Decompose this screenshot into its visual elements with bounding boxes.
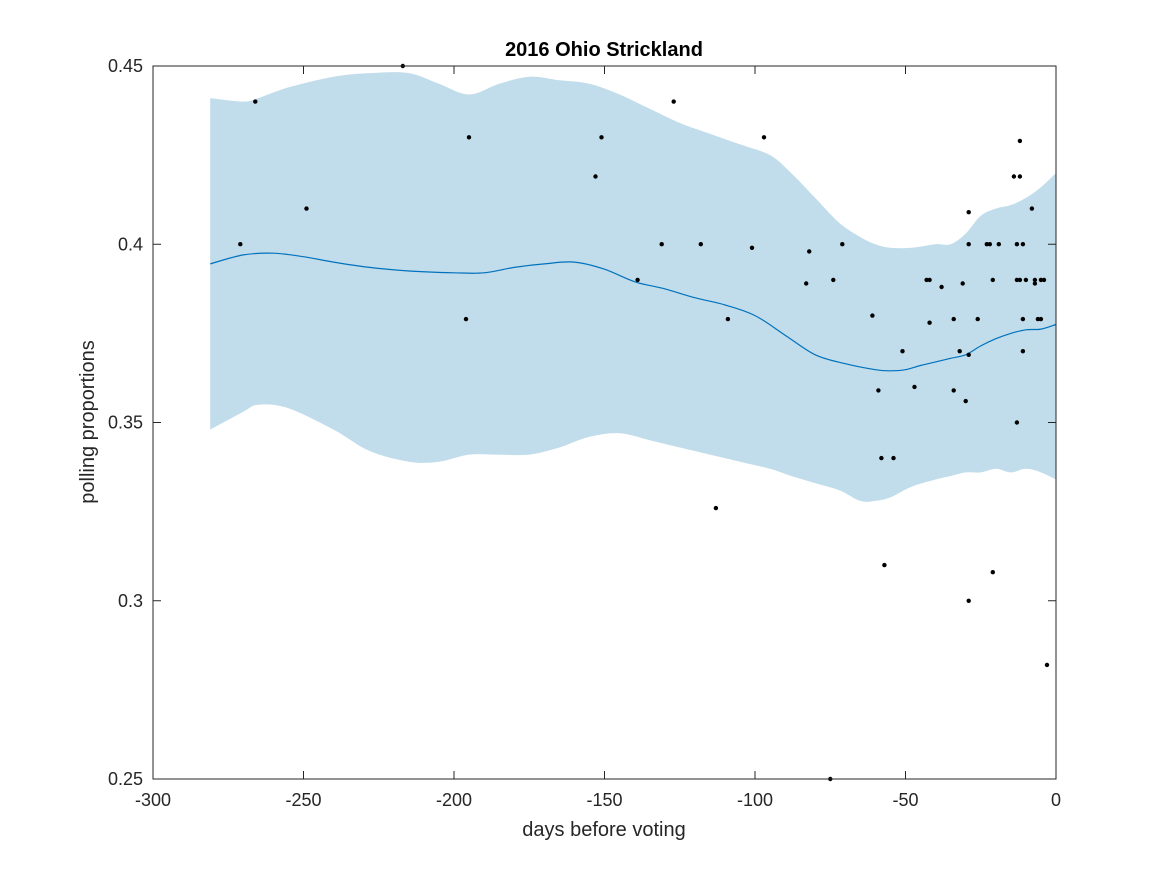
y-tick-label: 0.35 <box>108 413 143 433</box>
data-point <box>870 313 875 318</box>
x-tick-label: -50 <box>892 790 918 810</box>
data-point <box>975 316 980 322</box>
data-point <box>713 505 719 511</box>
y-tick-label: 0.4 <box>118 234 143 254</box>
data-point <box>831 277 836 283</box>
data-point <box>466 135 472 140</box>
data-point <box>1038 316 1044 322</box>
data-point <box>957 349 962 354</box>
data-point <box>1038 277 1044 283</box>
data-point <box>698 242 703 247</box>
data-point <box>960 281 965 286</box>
data-point <box>1023 277 1029 283</box>
data-point <box>927 320 932 325</box>
y-tick-label: 0.45 <box>108 56 143 76</box>
x-axis-label: days before voting <box>522 819 685 841</box>
data-point <box>951 316 956 322</box>
data-point <box>1020 349 1026 354</box>
data-point <box>882 562 887 568</box>
data-point <box>966 352 971 357</box>
data-point <box>253 99 258 104</box>
data-point <box>1017 277 1023 283</box>
data-point <box>1020 316 1026 322</box>
y-axis-label: polling proportions <box>77 340 99 503</box>
data-point <box>966 598 971 603</box>
x-tick-label: 0 <box>1051 790 1061 810</box>
data-point <box>749 245 755 250</box>
data-point <box>1017 174 1023 179</box>
data-point <box>804 281 809 286</box>
data-point <box>1032 281 1038 286</box>
data-point <box>990 570 995 575</box>
data-point <box>1029 206 1035 211</box>
data-point <box>879 455 884 461</box>
data-point <box>990 277 995 283</box>
data-point <box>463 316 469 322</box>
y-tick-label: 0.25 <box>108 769 143 789</box>
data-point <box>635 277 640 283</box>
data-point <box>238 242 243 247</box>
data-point <box>1014 420 1020 425</box>
data-point <box>951 388 956 393</box>
confidence-band <box>210 72 1056 502</box>
data-point <box>876 388 881 393</box>
data-point <box>900 349 905 354</box>
data-point <box>1020 242 1026 247</box>
data-point <box>840 242 845 247</box>
data-point <box>1032 277 1038 283</box>
x-tick-label: -300 <box>135 790 171 810</box>
data-point <box>304 206 309 211</box>
x-tick-label: -250 <box>285 790 321 810</box>
data-point <box>671 99 676 104</box>
data-point <box>1017 138 1023 144</box>
ticks-layer: -300 -250 -200 -150 -100 -50 0 0.25 0.3 0.35 0.4 0.… <box>108 56 1061 810</box>
data-point <box>966 242 971 247</box>
data-point <box>996 242 1001 247</box>
x-tick-label: -200 <box>436 790 472 810</box>
x-tick-label: -100 <box>737 790 773 810</box>
data-point <box>987 242 992 247</box>
trend-line-layer <box>210 252 1057 372</box>
chart-title: 2016 Ohio Strickland <box>505 39 703 61</box>
data-point <box>891 455 896 461</box>
confidence-band-layer <box>210 72 1056 502</box>
data-point <box>599 135 604 140</box>
data-point <box>761 135 767 140</box>
data-point <box>1014 242 1020 247</box>
data-points-layer <box>238 63 1050 782</box>
data-point <box>1011 174 1017 179</box>
data-point <box>1044 662 1050 668</box>
data-point <box>939 284 944 290</box>
y-tick-label: 0.3 <box>118 591 143 611</box>
data-point <box>725 316 731 322</box>
data-point <box>966 210 971 215</box>
data-point <box>1041 277 1047 283</box>
data-point <box>963 398 968 404</box>
data-point <box>912 384 917 390</box>
data-point <box>807 249 812 254</box>
data-point <box>659 242 664 247</box>
trend-line <box>210 252 1057 372</box>
data-point <box>927 277 932 283</box>
x-tick-label: -150 <box>586 790 622 810</box>
data-point <box>593 174 598 179</box>
